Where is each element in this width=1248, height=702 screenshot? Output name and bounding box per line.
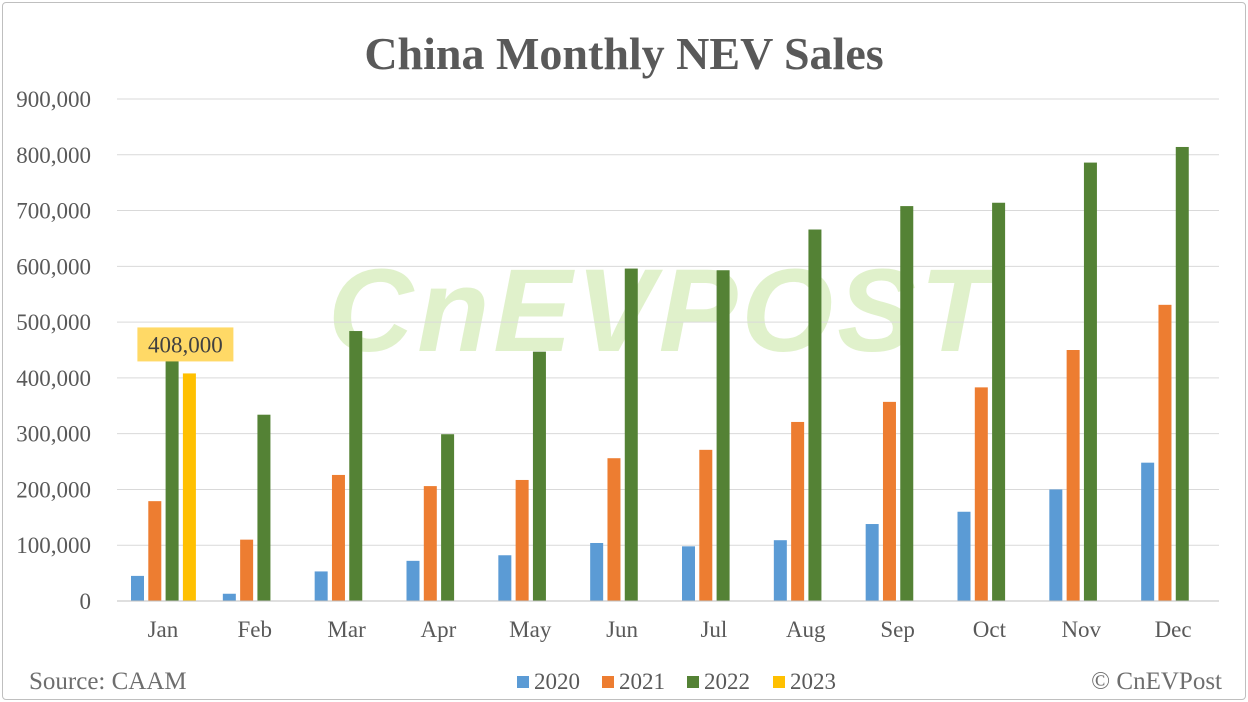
bar-feb-2021 [240, 539, 254, 601]
bar-aug-2021 [791, 421, 805, 601]
bar-may-2022 [532, 351, 546, 601]
callouts: 408,000 [137, 327, 234, 362]
bar-sep-2021 [882, 401, 896, 601]
bar-mar-2021 [331, 474, 345, 601]
y-tick-label: 0 [80, 589, 92, 614]
y-tick-label: 800,000 [16, 143, 91, 168]
y-tick-label: 900,000 [16, 87, 91, 112]
x-tick-label: Jun [606, 617, 638, 642]
x-tick-label: Sep [880, 617, 915, 642]
bar-jun-2022 [624, 268, 638, 601]
bar-jul-2022 [716, 270, 730, 601]
y-tick-label: 400,000 [16, 366, 91, 391]
bar-feb-2020 [222, 593, 236, 601]
bar-may-2020 [498, 555, 512, 601]
bar-apr-2021 [423, 486, 437, 601]
x-tick-label: Oct [973, 617, 1007, 642]
bar-dec-2022 [1175, 146, 1189, 602]
bar-nov-2022 [1083, 162, 1097, 601]
source-note: Source: CAAM [29, 668, 187, 695]
bar-jun-2021 [607, 458, 621, 601]
legend-swatch [687, 676, 699, 688]
bar-nov-2020 [1049, 489, 1063, 601]
y-tick-label: 700,000 [16, 199, 91, 224]
callout-box [137, 327, 234, 362]
y-tick-label: 600,000 [16, 254, 91, 279]
chart-title: China Monthly NEV Sales [364, 28, 883, 79]
legend-swatch [517, 676, 529, 688]
x-tick-label: Mar [327, 617, 366, 642]
x-tick-label: Dec [1155, 617, 1192, 642]
bar-oct-2021 [974, 387, 988, 601]
callout-label: 408,000 [148, 332, 223, 357]
legend-label: 2021 [619, 669, 665, 694]
bar-aug-2020 [773, 540, 787, 601]
bar-may-2021 [515, 479, 529, 601]
y-tick-label: 200,000 [16, 477, 91, 502]
x-tick-label: May [509, 617, 552, 642]
bar-apr-2022 [441, 434, 455, 601]
chart-canvas: CnEVPOST 900,000 800,000 700,000 600,000 500… [16, 28, 1222, 695]
bar-jan-2021 [148, 501, 162, 601]
bar-dec-2021 [1158, 304, 1172, 601]
x-tick-label: Jul [700, 617, 727, 642]
bar-oct-2022 [992, 202, 1006, 601]
bar-nov-2021 [1066, 350, 1080, 601]
legend-swatch [602, 676, 614, 688]
legend-label: 2020 [534, 669, 580, 694]
bar-aug-2022 [808, 229, 822, 601]
legend-label: 2022 [704, 669, 750, 694]
legend-swatch [773, 676, 785, 688]
watermark: CnEVPOST [328, 245, 1001, 377]
legend: 2020 2021 2022 2023 [517, 669, 836, 694]
x-tick-label: Feb [238, 617, 273, 642]
copyright-note: © CnEVPost [1091, 668, 1222, 695]
bar-feb-2022 [257, 414, 271, 601]
bars [131, 146, 1189, 602]
y-tick-label: 100,000 [16, 533, 91, 558]
bar-mar-2020 [314, 571, 328, 601]
bar-dec-2020 [1141, 462, 1155, 601]
x-tick-label: Jan [148, 617, 179, 642]
legend-label: 2023 [790, 669, 836, 694]
x-tick-label: Apr [421, 617, 457, 642]
x-tick-label: Aug [786, 617, 826, 642]
bar-sep-2022 [900, 206, 914, 602]
y-tick-label: 500,000 [16, 310, 91, 335]
bar-jul-2020 [682, 546, 695, 601]
bar-jun-2020 [590, 542, 604, 601]
axes: 900,000 800,000 700,000 600,000 500,000 400,0… [16, 87, 1219, 642]
bar-mar-2022 [349, 331, 363, 601]
bar-jul-2021 [699, 449, 713, 601]
y-tick-label: 300,000 [16, 422, 91, 447]
bar-oct-2020 [957, 511, 971, 601]
bar-jan-2022 [165, 360, 179, 601]
x-tick-label: Nov [1061, 617, 1101, 642]
bar-jan-2023 [182, 373, 196, 601]
bar-apr-2020 [406, 560, 420, 601]
bar-jan-2020 [131, 575, 144, 601]
bar-sep-2020 [865, 524, 879, 601]
